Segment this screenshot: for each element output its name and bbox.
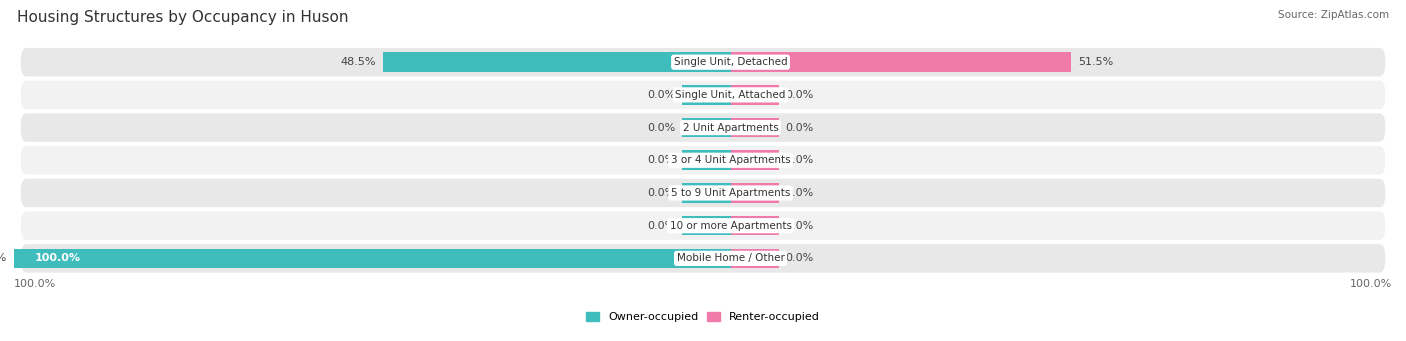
Text: 0.0%: 0.0% [647, 155, 675, 165]
Bar [731, 53, 1071, 72]
Text: 0.0%: 0.0% [647, 221, 675, 231]
Text: 48.5%: 48.5% [340, 57, 377, 67]
Bar [731, 118, 779, 137]
Text: 10 or more Apartments: 10 or more Apartments [669, 221, 792, 231]
Bar [682, 85, 731, 105]
FancyBboxPatch shape [21, 48, 1385, 76]
Text: 100.0%: 100.0% [0, 253, 7, 263]
Text: Single Unit, Attached: Single Unit, Attached [675, 90, 786, 100]
Bar [682, 118, 731, 137]
FancyBboxPatch shape [21, 146, 1385, 175]
Text: Mobile Home / Other: Mobile Home / Other [676, 253, 785, 263]
Text: 0.0%: 0.0% [647, 122, 675, 133]
FancyBboxPatch shape [21, 244, 1385, 272]
Text: 0.0%: 0.0% [786, 90, 814, 100]
Text: 0.0%: 0.0% [786, 221, 814, 231]
Text: 0.0%: 0.0% [786, 155, 814, 165]
Text: Source: ZipAtlas.com: Source: ZipAtlas.com [1278, 10, 1389, 20]
Text: 100.0%: 100.0% [1350, 279, 1392, 288]
FancyBboxPatch shape [21, 81, 1385, 109]
Bar [682, 216, 731, 236]
Bar [731, 216, 779, 236]
FancyBboxPatch shape [21, 211, 1385, 240]
Text: 2 Unit Apartments: 2 Unit Apartments [683, 122, 779, 133]
FancyBboxPatch shape [21, 179, 1385, 207]
Bar [682, 183, 731, 203]
Text: 0.0%: 0.0% [786, 122, 814, 133]
Bar [731, 183, 779, 203]
Text: 5 to 9 Unit Apartments: 5 to 9 Unit Apartments [671, 188, 790, 198]
Text: 3 or 4 Unit Apartments: 3 or 4 Unit Apartments [671, 155, 790, 165]
Text: 0.0%: 0.0% [647, 90, 675, 100]
Text: 100.0%: 100.0% [35, 253, 80, 263]
Text: 0.0%: 0.0% [786, 253, 814, 263]
Text: Housing Structures by Occupancy in Huson: Housing Structures by Occupancy in Huson [17, 10, 349, 25]
Text: 0.0%: 0.0% [647, 188, 675, 198]
FancyBboxPatch shape [21, 113, 1385, 142]
Bar [682, 150, 731, 170]
Text: 51.5%: 51.5% [1078, 57, 1114, 67]
Bar [382, 53, 731, 72]
Legend: Owner-occupied, Renter-occupied: Owner-occupied, Renter-occupied [581, 307, 825, 327]
Bar [14, 249, 731, 268]
Text: 100.0%: 100.0% [14, 279, 56, 288]
Bar [731, 249, 779, 268]
Text: 0.0%: 0.0% [786, 188, 814, 198]
Text: Single Unit, Detached: Single Unit, Detached [673, 57, 787, 67]
Bar [731, 150, 779, 170]
Bar [731, 85, 779, 105]
